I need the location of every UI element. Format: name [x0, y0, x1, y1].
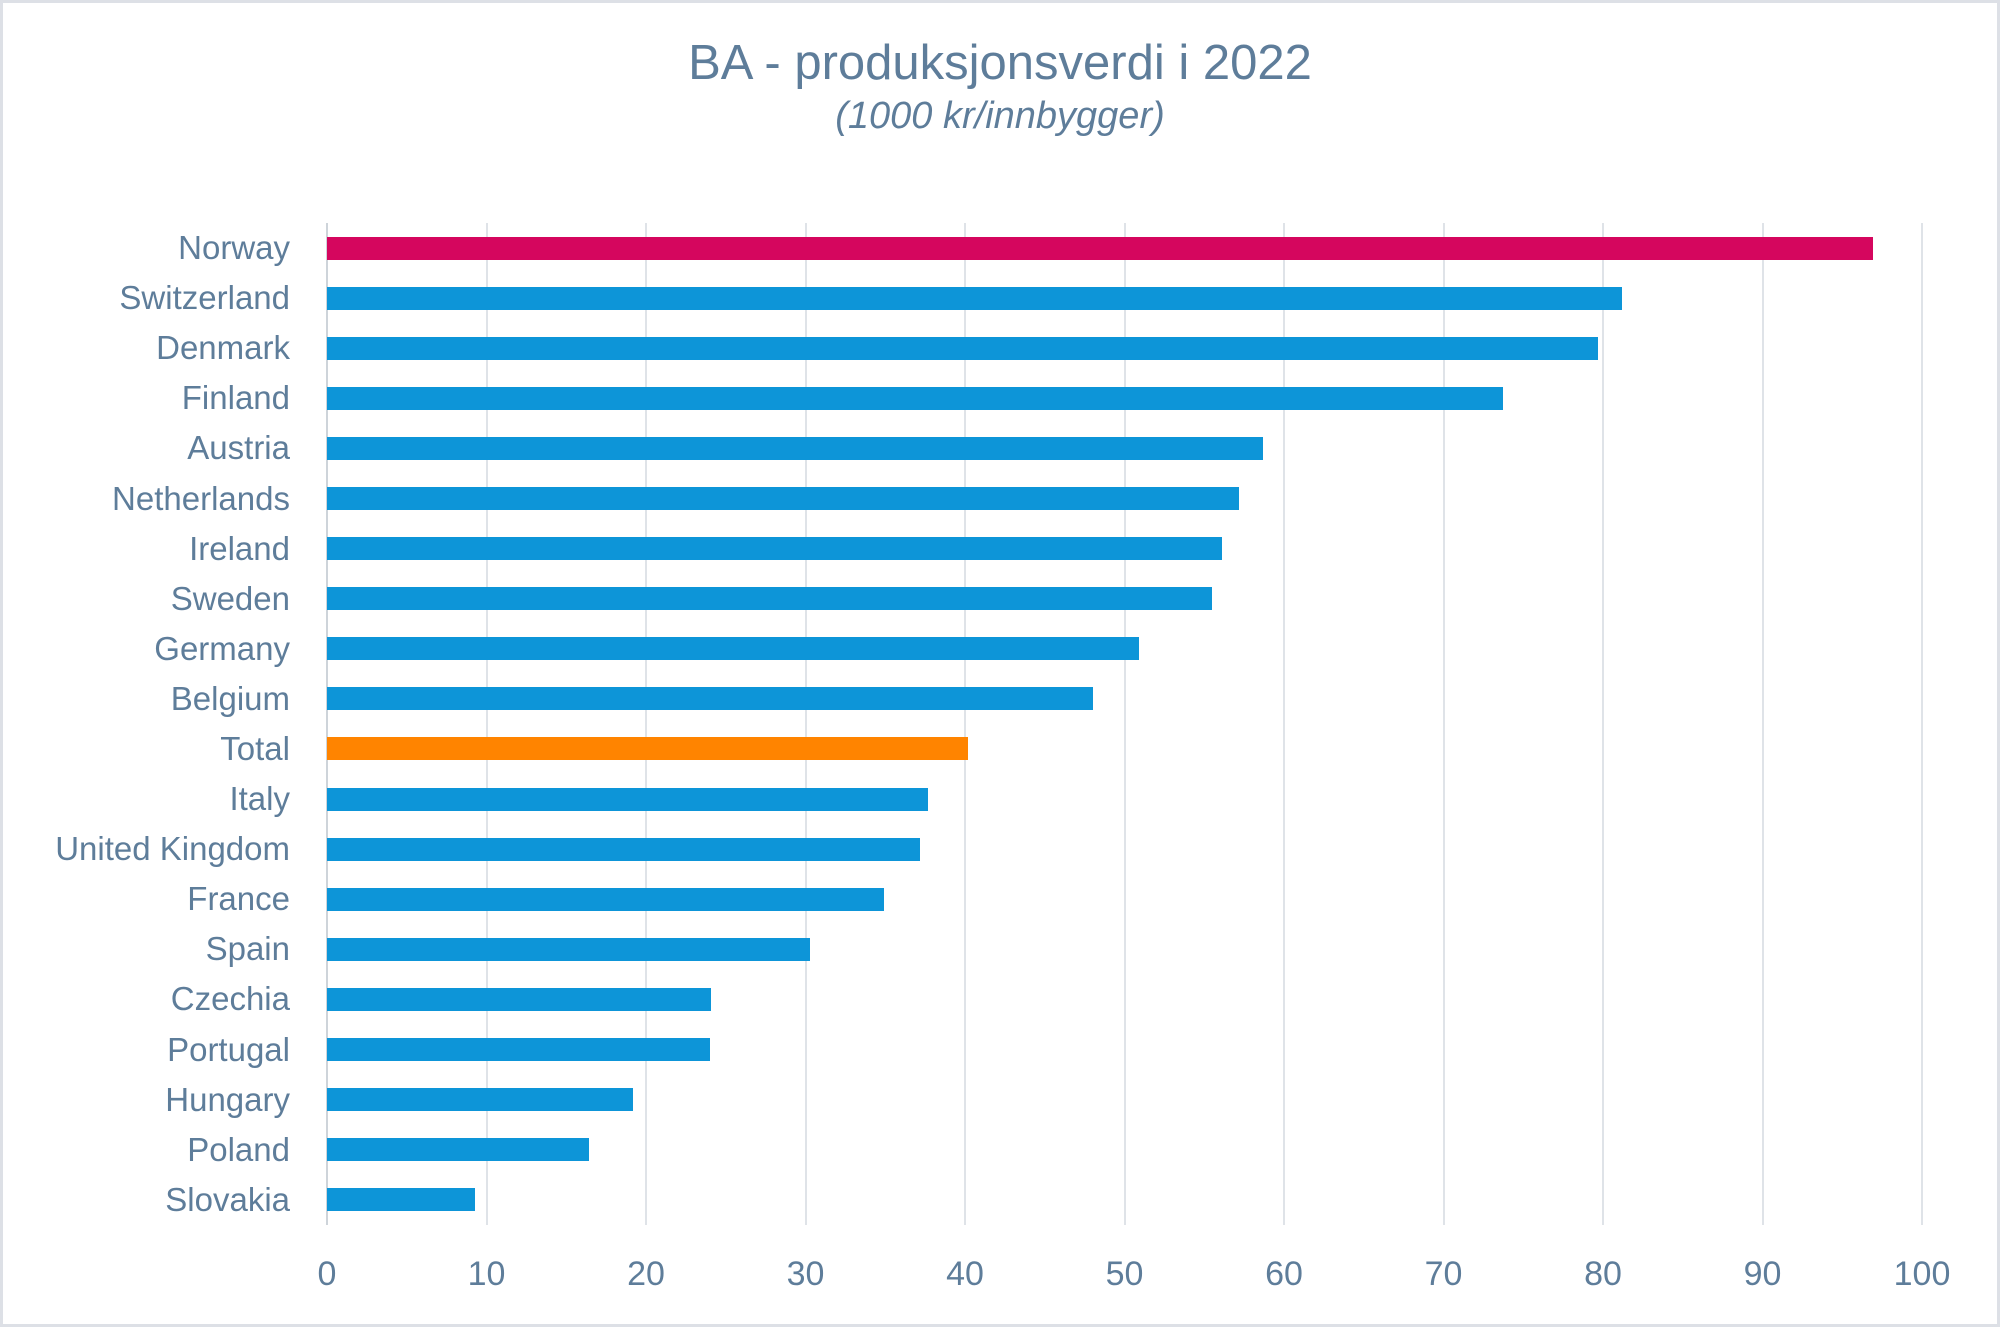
bar-row-ireland: [327, 524, 1922, 574]
gridline-50: [1123, 223, 1126, 1225]
gridline-40: [964, 223, 966, 1225]
bar-row-france: [327, 874, 1922, 924]
bar-row-denmark: [327, 323, 1922, 373]
x-tick-label-80: 80: [1584, 1255, 1622, 1293]
bar-czechia: [327, 987, 712, 1011]
bar-germany: [327, 637, 1139, 661]
x-tick-label-0: 0: [317, 1255, 337, 1293]
value-axis-line: [326, 223, 328, 1225]
category-label-ireland: Ireland: [189, 529, 290, 567]
bar-row-united-kingdom: [327, 824, 1922, 874]
category-label-total: Total: [220, 729, 290, 767]
bar-row-total: [327, 724, 1922, 774]
gridline-20: [645, 223, 647, 1225]
category-label-spain: Spain: [205, 930, 290, 968]
category-label-poland: Poland: [187, 1130, 290, 1168]
category-label-netherlands: Netherlands: [112, 479, 290, 517]
chart-title: BA - produksjonsverdi i 2022: [688, 36, 1312, 90]
x-tick-label-30: 30: [786, 1255, 825, 1293]
bar-row-austria: [327, 423, 1922, 473]
bar-portugal: [327, 1038, 710, 1062]
bar-spain: [327, 937, 811, 961]
bar-norway: [327, 236, 1873, 260]
gridline-60: [1283, 223, 1285, 1225]
category-label-united-kingdom: United Kingdom: [55, 830, 290, 868]
bar-row-belgium: [327, 674, 1922, 724]
bar-netherlands: [327, 487, 1240, 511]
category-label-sweden: Sweden: [170, 579, 290, 617]
gridline-90: [1761, 223, 1764, 1225]
bar-belgium: [327, 687, 1093, 711]
bar-total: [327, 737, 969, 761]
category-axis-labels: Norway Switzerland Denmark Finland Austria Ne…: [3, 223, 290, 1225]
category-label-slovakia: Slovakia: [165, 1180, 290, 1218]
chart-subtitle: (1000 kr/innbygger): [835, 95, 1165, 137]
x-tick-label-100: 100: [1893, 1255, 1951, 1293]
category-label-switzerland: Switzerland: [119, 279, 290, 317]
bar-row-sweden: [327, 574, 1922, 624]
x-tick-label-40: 40: [946, 1255, 984, 1293]
category-label-denmark: Denmark: [156, 329, 290, 367]
bar-row-germany: [327, 624, 1922, 674]
x-tick-label-90: 90: [1743, 1255, 1782, 1293]
bar-denmark: [327, 336, 1599, 360]
x-tick-label-60: 60: [1265, 1255, 1303, 1293]
bar-row-czechia: [327, 974, 1922, 1024]
gridline-10: [485, 223, 488, 1225]
bar-row-portugal: [327, 1025, 1922, 1075]
category-label-portugal: Portugal: [167, 1030, 290, 1068]
gridline-70: [1442, 223, 1445, 1225]
bar-austria: [327, 436, 1264, 460]
bar-row-finland: [327, 373, 1922, 423]
gridlines-layer: [326, 223, 1923, 1225]
bar-poland: [327, 1138, 589, 1162]
category-label-hungary: Hungary: [165, 1080, 290, 1118]
bar-row-norway: [327, 223, 1922, 273]
bar-united-kingdom: [327, 837, 921, 861]
bar-ireland: [327, 537, 1222, 561]
bar-sweden: [327, 587, 1213, 611]
category-label-norway: Norway: [178, 229, 290, 267]
bar-row-poland: [327, 1125, 1922, 1175]
bar-row-slovakia: [327, 1175, 1922, 1225]
category-label-france: France: [187, 880, 290, 918]
plot-area: [326, 223, 1923, 1225]
bar-row-hungary: [327, 1075, 1922, 1125]
x-tick-label-70: 70: [1424, 1255, 1463, 1293]
category-label-czechia: Czechia: [170, 980, 290, 1018]
bar-row-spain: [327, 924, 1922, 974]
bar-switzerland: [327, 286, 1623, 310]
bar-france: [327, 887, 884, 911]
gridline-30: [804, 223, 807, 1225]
x-axis-tick-labels: 0 10 20 30 40 50 60 70 80 90 100: [318, 1255, 1951, 1299]
category-label-finland: Finland: [181, 379, 290, 417]
bar-finland: [327, 386, 1503, 410]
bar-row-switzerland: [327, 273, 1922, 323]
x-tick-label-50: 50: [1105, 1255, 1144, 1293]
x-tick-label-10: 10: [467, 1255, 506, 1293]
category-label-austria: Austria: [187, 429, 290, 467]
category-label-italy: Italy: [229, 780, 290, 818]
gridline-80: [1602, 223, 1604, 1225]
category-label-belgium: Belgium: [170, 679, 290, 717]
bar-hungary: [327, 1088, 634, 1112]
x-tick-label-20: 20: [627, 1255, 665, 1293]
bar-italy: [327, 787, 929, 811]
bar-slovakia: [327, 1188, 476, 1212]
bar-row-netherlands: [327, 473, 1922, 523]
gridline-100: [1921, 223, 1923, 1225]
category-label-germany: Germany: [154, 629, 290, 667]
bar-row-italy: [327, 774, 1922, 824]
bars-layer: [327, 223, 1922, 1225]
